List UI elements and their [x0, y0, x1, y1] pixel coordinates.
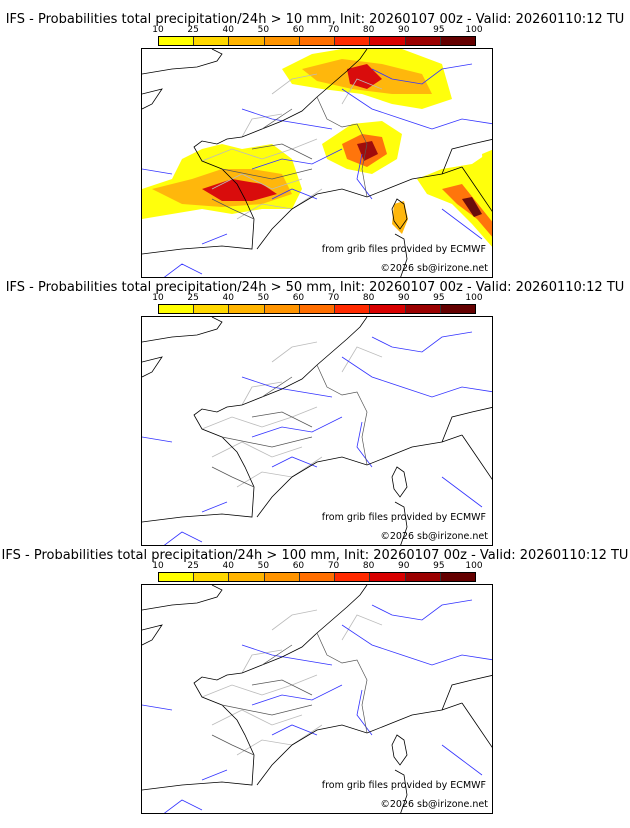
coastline — [142, 317, 492, 545]
colorbar-tick-label: 100 — [465, 293, 483, 303]
colorbar-tick-label: 25 — [187, 293, 199, 303]
country-borders — [211, 632, 368, 756]
colorbar-tick-label: 40 — [222, 293, 234, 303]
colorbar-cell — [229, 573, 265, 581]
panel-title: IFS - Probabilities total precipitation/… — [5, 280, 625, 295]
colorbar-cell — [335, 305, 371, 313]
coastline — [142, 49, 492, 277]
colorbar-cell — [440, 305, 475, 313]
source-credit: from grib files provided by ECMWF — [321, 780, 486, 791]
copyright-credit: ©2026 sb@irizone.net — [380, 799, 488, 810]
forecast-panel: IFS - Probabilities total precipitation/… — [0, 268, 630, 546]
source-credit: from grib files provided by ECMWF — [321, 244, 486, 255]
colorbar-tick-label: 95 — [433, 25, 445, 35]
colorbar-cell — [370, 573, 406, 581]
copyright-credit: ©2026 sb@irizone.net — [380, 531, 488, 542]
colorbar-cell — [229, 305, 265, 313]
colorbar-tick-label: 80 — [362, 25, 375, 35]
colorbar-tick-label: 10 — [152, 25, 164, 35]
colorbar-ticks: 10 25 40 50 60 70 80 90 95 100 — [152, 293, 482, 303]
country-borders — [211, 364, 368, 488]
colorbar-tick-label: 95 — [433, 561, 445, 571]
colorbar-cell — [159, 37, 195, 45]
precipitation-probability-field — [142, 49, 492, 247]
colorbar-tick-label: 40 — [222, 561, 234, 571]
colorbar-tick-label: 80 — [362, 561, 375, 571]
colorbar-ticks: 10 25 40 50 60 70 80 90 95 100 — [152, 25, 482, 35]
colorbar-ticks: 10 25 40 50 60 70 80 90 95 100 — [152, 561, 482, 571]
map-canvas — [142, 585, 492, 813]
colorbar-tick-label: 90 — [398, 293, 410, 303]
panel-title: IFS - Probabilities total precipitation/… — [1, 548, 629, 563]
colorbar-cell — [299, 305, 336, 313]
colorbar-cell — [194, 573, 230, 581]
colorbar-tick-label: 50 — [257, 561, 270, 571]
probability-map: from grib files provided by ECMWF ©2026 … — [141, 48, 493, 278]
colorbar-cell — [335, 573, 371, 581]
colorbar-tick-label: 90 — [398, 561, 410, 571]
rivers — [142, 599, 492, 813]
panel-title: IFS - Probabilities total precipitation/… — [5, 12, 625, 27]
forecast-panel: IFS - Probabilities total precipitation/… — [0, 536, 630, 814]
rivers — [142, 331, 492, 545]
colorbar-cell — [264, 573, 300, 581]
colorbar-tick-label: 60 — [292, 25, 305, 35]
colorbar-cell — [405, 305, 441, 313]
source-credit: from grib files provided by ECMWF — [321, 512, 486, 523]
colorbar-cell — [264, 37, 300, 45]
rivers — [142, 63, 492, 277]
map-canvas — [142, 49, 492, 277]
colorbar-cell — [229, 37, 265, 45]
colorbar-cell — [370, 305, 406, 313]
colorbar-cell — [194, 305, 230, 313]
colorbar — [158, 304, 476, 314]
colorbar-tick-label: 10 — [152, 561, 164, 571]
colorbar-tick-label: 50 — [257, 25, 270, 35]
colorbar-cell — [405, 573, 441, 581]
colorbar-tick-label: 60 — [292, 561, 305, 571]
colorbar-cell — [370, 37, 406, 45]
region-boundaries — [201, 609, 383, 756]
colorbar-cell — [440, 573, 475, 581]
colorbar-tick-label: 60 — [292, 293, 305, 303]
colorbar-tick-label: 40 — [222, 25, 234, 35]
colorbar-tick-label: 95 — [433, 293, 445, 303]
colorbar-cell — [159, 305, 195, 313]
colorbar-cell — [299, 573, 336, 581]
colorbar-tick-label: 100 — [465, 25, 483, 35]
country-borders — [211, 96, 368, 220]
colorbar-tick-label: 10 — [152, 293, 164, 303]
colorbar-tick-label: 80 — [362, 293, 375, 303]
probability-map: from grib files provided by ECMWF ©2026 … — [141, 584, 493, 814]
probability-map: from grib files provided by ECMWF ©2026 … — [141, 316, 493, 546]
colorbar-tick-label: 25 — [187, 561, 199, 571]
colorbar-cell — [335, 37, 371, 45]
colorbar-cell — [405, 37, 441, 45]
colorbar-cell — [264, 305, 300, 313]
coastline — [142, 585, 492, 813]
colorbar — [158, 36, 476, 46]
colorbar-tick-label: 70 — [327, 25, 340, 35]
colorbar-tick-label: 70 — [327, 561, 340, 571]
colorbar-cell — [194, 37, 230, 45]
colorbar-tick-label: 70 — [327, 293, 340, 303]
colorbar — [158, 572, 476, 582]
region-boundaries — [201, 73, 383, 220]
region-boundaries — [201, 341, 383, 488]
colorbar-tick-label: 90 — [398, 25, 410, 35]
colorbar-tick-label: 50 — [257, 293, 270, 303]
forecast-panel: IFS - Probabilities total precipitation/… — [0, 0, 630, 278]
colorbar-tick-label: 100 — [465, 561, 483, 571]
colorbar-cell — [440, 37, 475, 45]
colorbar-cell — [159, 573, 195, 581]
colorbar-tick-label: 25 — [187, 25, 199, 35]
map-canvas — [142, 317, 492, 545]
copyright-credit: ©2026 sb@irizone.net — [380, 263, 488, 274]
colorbar-cell — [299, 37, 336, 45]
